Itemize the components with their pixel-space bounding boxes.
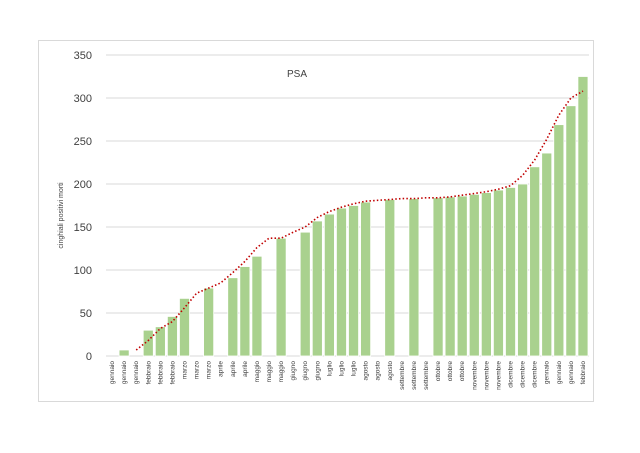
chart: 0 50 100 150 200 250 300 350 gennaio gennaio genna… xyxy=(58,50,589,390)
chart-frame: 0 50 100 150 200 250 300 350 gennaio gennaio genna… xyxy=(38,40,594,402)
x-tick-label: novembre xyxy=(495,361,502,390)
bar xyxy=(275,237,287,357)
x-tick-label: novembre xyxy=(471,361,478,390)
x-tick-label: settembre xyxy=(423,361,430,390)
bar xyxy=(323,213,335,357)
bar xyxy=(203,287,215,357)
x-tick-label: febbraio xyxy=(169,361,176,385)
y-tick-label: 300 xyxy=(74,93,92,105)
x-tick-label: gennaio xyxy=(109,361,116,385)
bar xyxy=(541,152,553,357)
bar xyxy=(408,198,420,357)
bar xyxy=(166,316,178,357)
bar xyxy=(336,207,347,357)
bar xyxy=(311,220,323,357)
x-tick-label: maggio xyxy=(254,361,261,383)
bar xyxy=(517,183,529,357)
x-tick-label: dicembre xyxy=(520,361,527,388)
x-tick-label: gennaio xyxy=(568,361,575,385)
x-tick-label: novembre xyxy=(483,361,490,390)
x-tick-label: agosto xyxy=(387,361,394,381)
x-tick-label: ottobre xyxy=(447,361,454,382)
trendline xyxy=(135,90,584,351)
x-tick-label: marzo xyxy=(206,361,213,379)
y-tick-label: 350 xyxy=(74,50,92,62)
bar xyxy=(348,205,359,357)
x-tick-label: gennaio xyxy=(133,361,140,385)
x-tick-label: giugno xyxy=(314,361,321,381)
x-tick-label: dicembre xyxy=(532,361,539,388)
bar xyxy=(360,201,372,357)
x-tick-label: febbraio xyxy=(157,361,164,385)
x-tick-label: febbraio xyxy=(145,361,152,385)
x-tick-label: luglio xyxy=(326,361,333,377)
x-tick-label: marzo xyxy=(194,361,201,379)
bar xyxy=(142,329,154,357)
x-tick-label: settembre xyxy=(411,361,418,390)
x-tick-label: gennaio xyxy=(544,361,551,385)
x-tick-label: febbraio xyxy=(580,361,587,385)
bar xyxy=(444,196,456,357)
x-tick-label: agosto xyxy=(375,361,382,381)
bar xyxy=(480,192,492,357)
y-tick-label: 200 xyxy=(74,179,92,191)
bar xyxy=(251,255,263,357)
y-tick-label: 150 xyxy=(74,222,92,234)
bar xyxy=(456,195,468,357)
x-tick-label: agosto xyxy=(363,361,370,381)
bar xyxy=(505,187,516,357)
bar xyxy=(239,266,251,357)
x-tick-label: luglio xyxy=(338,361,345,377)
bar xyxy=(468,193,480,357)
x-tick-label: giugno xyxy=(290,361,297,381)
bar xyxy=(227,277,239,357)
bar xyxy=(179,297,190,357)
x-tick-label: gennaio xyxy=(556,361,563,385)
y-tick-label: 250 xyxy=(74,136,92,148)
x-tick-label: aprile xyxy=(218,361,225,377)
bar xyxy=(154,326,166,357)
x-tick-label: aprile xyxy=(230,361,237,377)
x-tick-label: maggio xyxy=(266,361,273,383)
y-tick-label: 50 xyxy=(80,308,92,320)
bar xyxy=(565,105,577,357)
x-tick-label: gennaio xyxy=(121,361,128,385)
bar xyxy=(492,189,504,357)
x-tick-label: dicembre xyxy=(508,361,515,388)
bar xyxy=(299,231,311,357)
x-tick-label: maggio xyxy=(278,361,285,383)
x-tick-label: giugno xyxy=(302,361,309,381)
bar xyxy=(384,199,396,357)
x-tick-label: luglio xyxy=(351,361,358,377)
bar xyxy=(432,197,444,357)
bar xyxy=(577,76,589,357)
bar xyxy=(118,349,130,357)
chart-title: PSA xyxy=(287,69,307,80)
x-tick-label: ottobre xyxy=(459,361,466,382)
x-tick-label: aprile xyxy=(242,361,249,377)
y-tick-label: 100 xyxy=(74,265,92,277)
x-tick-label: ottobre xyxy=(435,361,442,382)
y-tick-label: 0 xyxy=(86,351,92,363)
x-tick-label: marzo xyxy=(181,361,188,379)
bar xyxy=(529,166,541,357)
bar xyxy=(553,124,565,357)
y-axis-label: cinghiali positivi morti xyxy=(58,182,65,249)
x-tick-label: settembre xyxy=(399,361,406,390)
